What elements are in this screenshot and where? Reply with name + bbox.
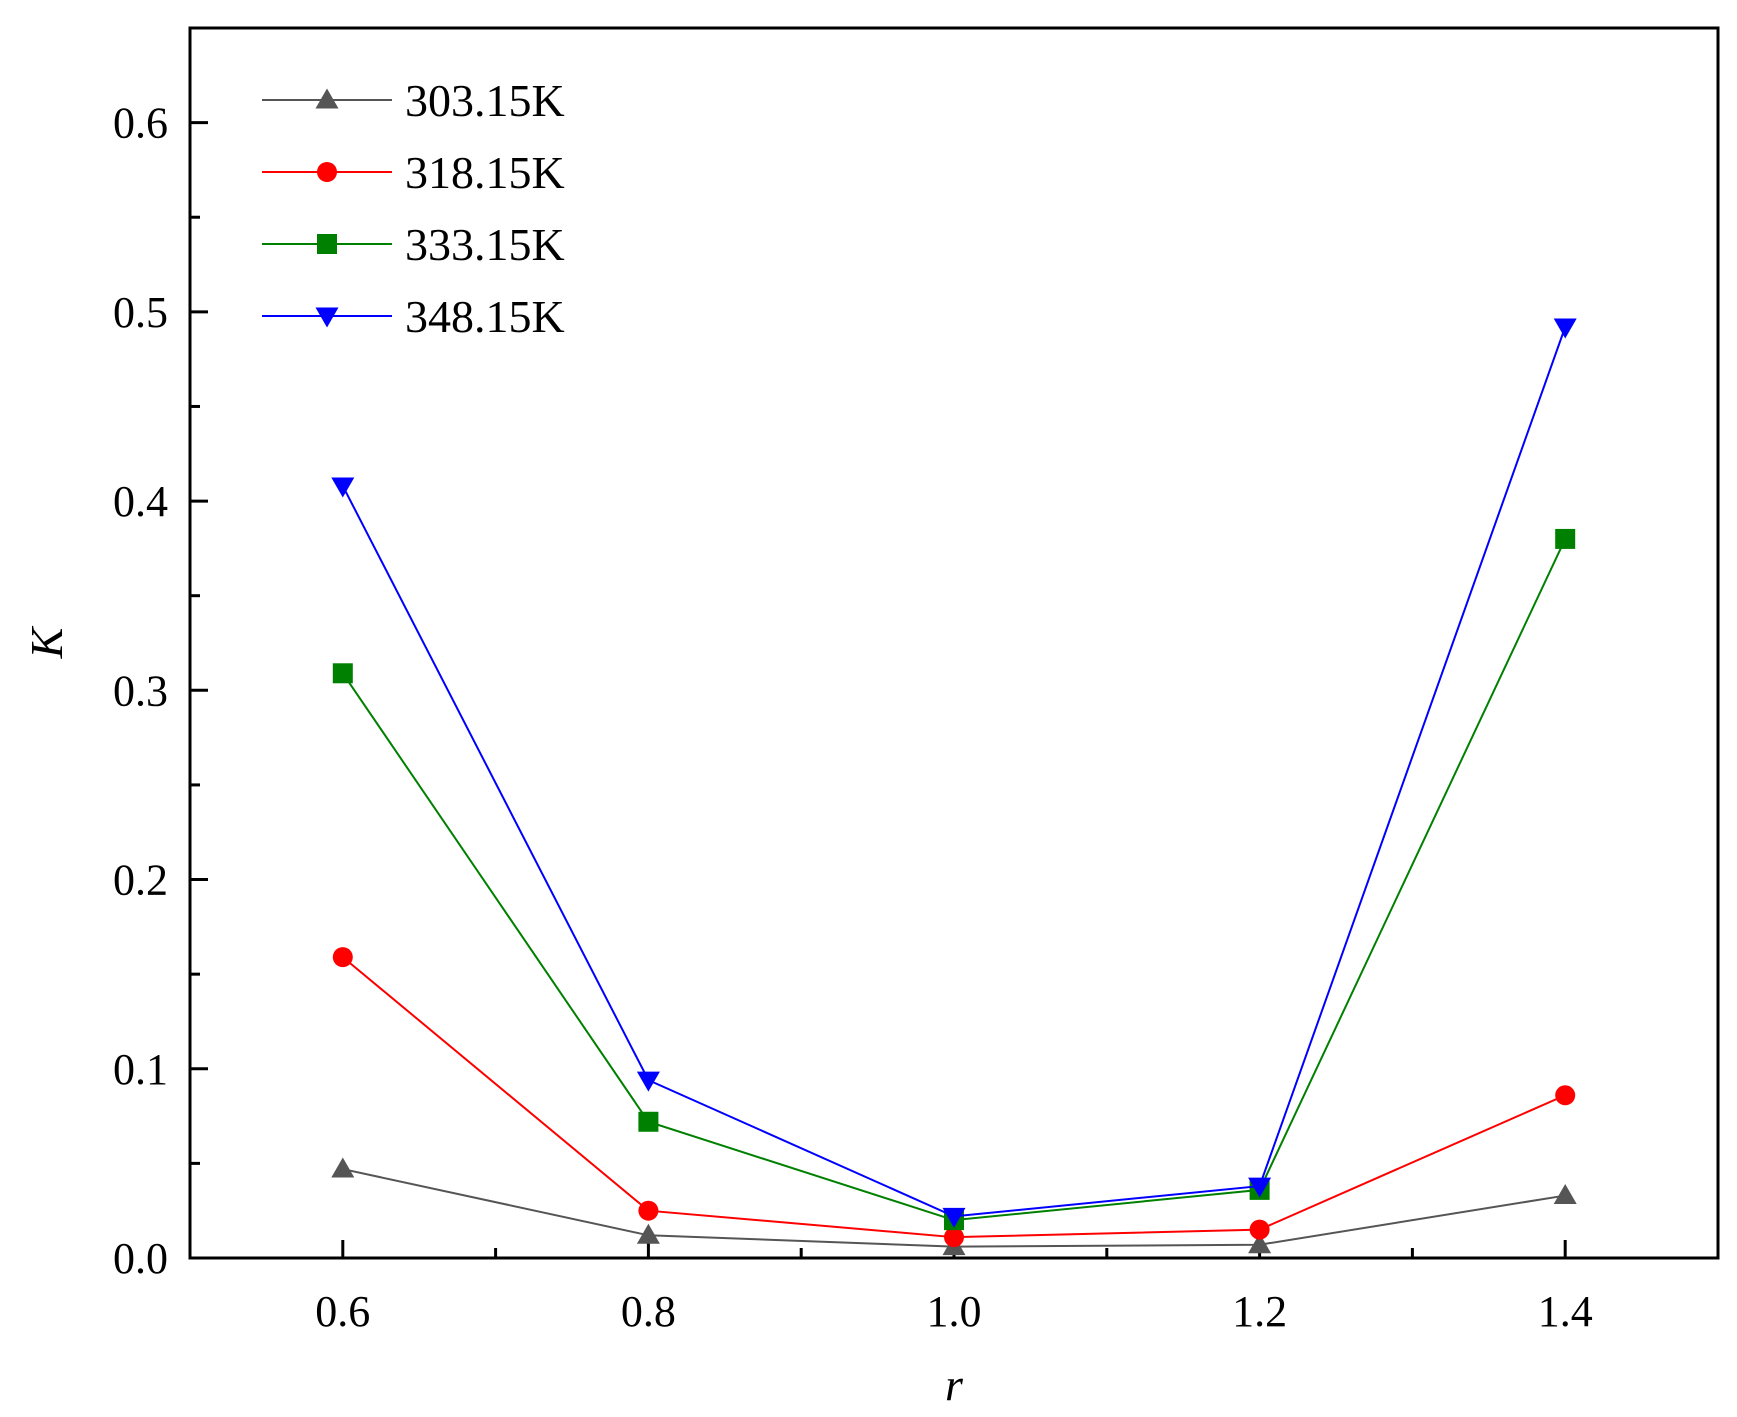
series-line [342, 956, 1566, 1239]
data-point [1555, 528, 1576, 549]
legend-marker [315, 307, 339, 328]
series-333.15K [332, 528, 1576, 1231]
data-point [636, 1071, 660, 1092]
legend-label: 333.15K [405, 219, 565, 270]
x-tick-label: 0.6 [315, 1287, 370, 1336]
x-tick-label: 1.2 [1232, 1287, 1287, 1336]
plot-frame [188, 26, 1720, 1260]
y-tick-label: 0.6 [113, 99, 168, 148]
legend-entry: 348.15K [262, 291, 565, 342]
data-point [1248, 1177, 1272, 1198]
data-point [332, 663, 353, 684]
data-point [331, 1157, 355, 1178]
legend-label: 348.15K [405, 291, 565, 342]
x-tick-label: 0.8 [621, 1287, 676, 1336]
legend-marker [317, 162, 337, 182]
series-348.15K [331, 318, 1577, 1228]
series-318.15K [332, 947, 1576, 1248]
data-point [1555, 1085, 1576, 1106]
y-tick-label: 0.3 [113, 666, 168, 715]
data-point [1248, 1233, 1272, 1254]
legend-entry: 303.15K [262, 75, 565, 126]
data-point [1249, 1219, 1270, 1240]
y-tick-label: 0.2 [113, 856, 168, 905]
series-line [341, 326, 1567, 1218]
y-tick-label: 0.1 [113, 1045, 168, 1094]
legend-entry: 333.15K [262, 219, 565, 270]
legend-label: 303.15K [405, 75, 565, 126]
data-point [638, 1200, 659, 1221]
x-axis-title: r [945, 1359, 964, 1410]
data-point [1553, 318, 1577, 339]
legend-entry: 318.15K [262, 147, 565, 198]
x-axis: 0.6 0.8 1.0 1.2 1.4 [315, 1240, 1593, 1336]
legend: 303.15K 318.15K 333.15K 348.15K [262, 75, 565, 342]
data-point [944, 1227, 964, 1248]
data-point [1553, 1184, 1577, 1205]
y-tick-label: 0.0 [113, 1234, 168, 1283]
legend-marker [317, 234, 337, 254]
data-point [942, 1207, 966, 1228]
y-tick-label: 0.5 [113, 288, 168, 337]
data-point [638, 1111, 659, 1132]
series-layer [331, 318, 1577, 1256]
x-tick-label: 1.0 [927, 1287, 982, 1336]
legend-label: 318.15K [405, 147, 565, 198]
data-point [331, 477, 355, 498]
y-axis-title: K [21, 625, 72, 659]
data-point [636, 1223, 660, 1244]
y-axis: 0.0 0.1 0.2 0.3 0.4 0.5 0.6 [113, 99, 208, 1283]
data-point [332, 947, 353, 968]
series-line [341, 538, 1567, 1222]
x-tick-label: 1.4 [1538, 1287, 1593, 1336]
y-tick-label: 0.4 [113, 477, 168, 526]
legend-marker [315, 88, 339, 109]
